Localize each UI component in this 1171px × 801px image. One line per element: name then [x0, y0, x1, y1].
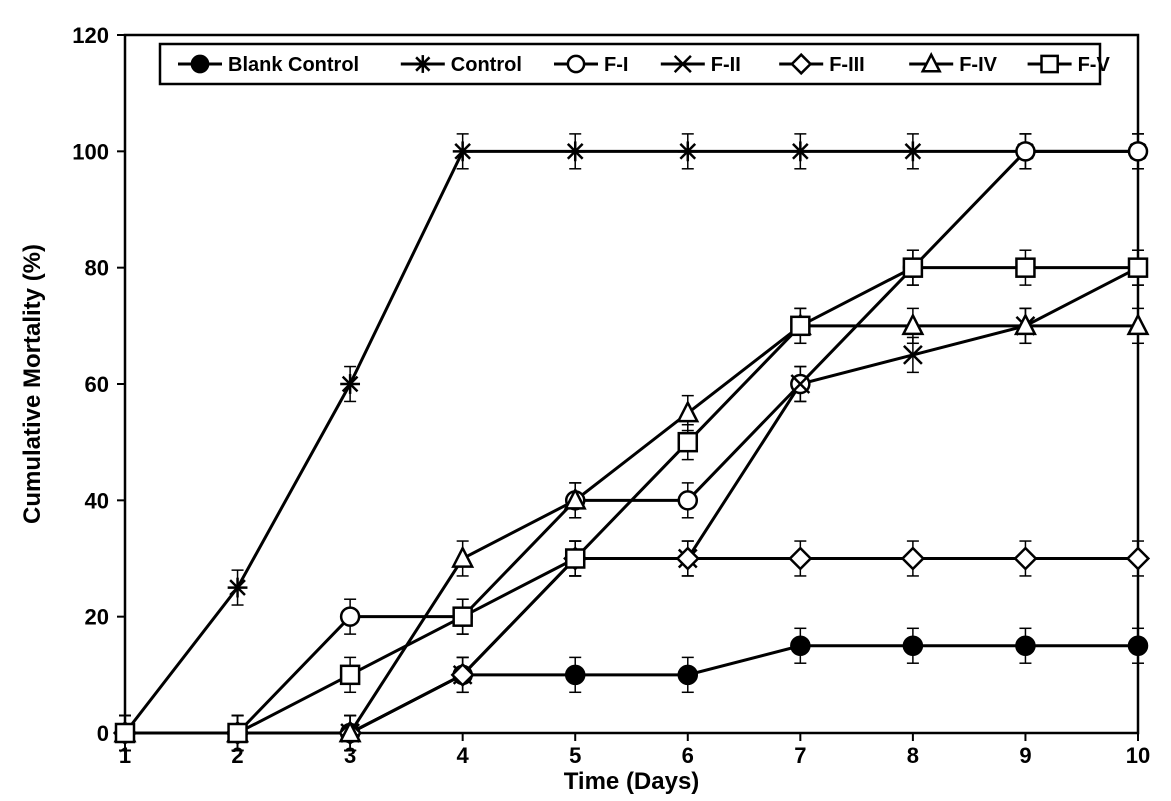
legend-label: F-I — [604, 54, 628, 76]
svg-text:6: 6 — [682, 743, 694, 768]
x-axis-label: Time (Days) — [564, 768, 700, 795]
svg-text:100: 100 — [72, 139, 109, 164]
svg-text:4: 4 — [457, 743, 470, 768]
svg-text:20: 20 — [85, 605, 109, 630]
legend-label: F-V — [1078, 54, 1111, 76]
svg-text:80: 80 — [85, 256, 109, 281]
svg-text:8: 8 — [907, 743, 919, 768]
svg-text:9: 9 — [1019, 743, 1031, 768]
legend-label: Blank Control — [228, 54, 359, 76]
svg-text:5: 5 — [569, 743, 581, 768]
svg-text:0: 0 — [97, 721, 109, 746]
chart-container: 12345678910020406080100120Time (Days)Cum… — [0, 0, 1171, 801]
svg-text:10: 10 — [1126, 743, 1150, 768]
y-axis-label: Cumulative Mortality (%) — [19, 244, 46, 524]
svg-text:7: 7 — [794, 743, 806, 768]
legend: Blank Control Control F-I F-II F-III F-IV F-V — [160, 44, 1110, 84]
svg-text:40: 40 — [85, 488, 109, 513]
legend-label: Control — [451, 54, 522, 76]
legend-label: F-III — [829, 54, 865, 76]
legend-label: F-IV — [959, 54, 997, 76]
mortality-chart: 12345678910020406080100120Time (Days)Cum… — [0, 0, 1171, 801]
legend-label: F-II — [711, 54, 741, 76]
svg-text:120: 120 — [72, 23, 109, 48]
svg-text:60: 60 — [85, 372, 109, 397]
